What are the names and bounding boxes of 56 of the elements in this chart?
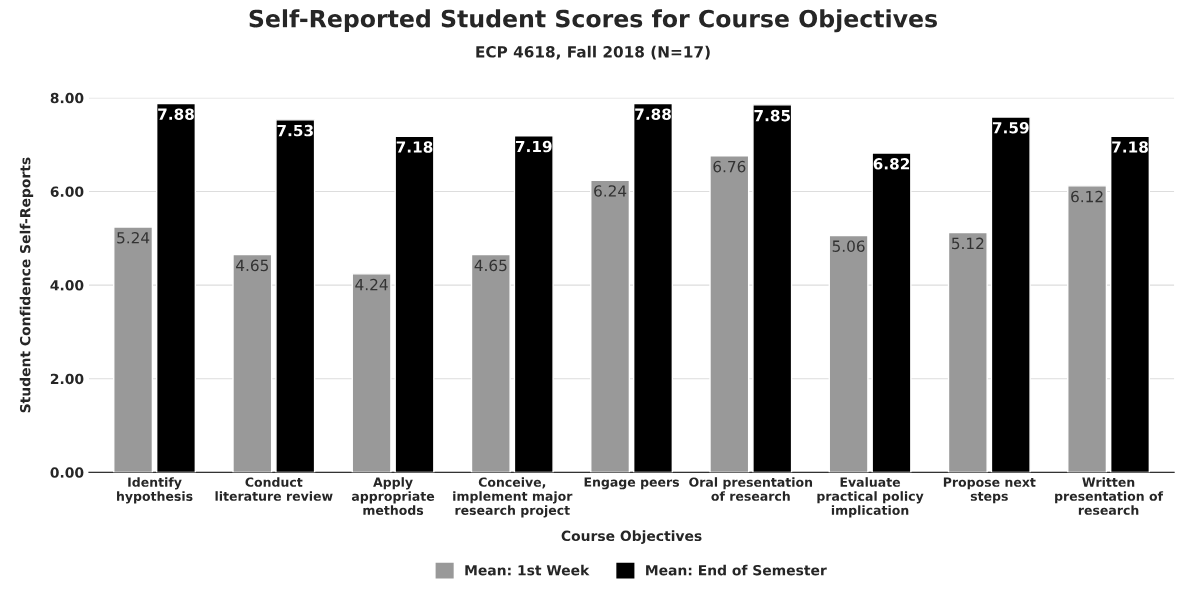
- legend-label: Mean: 1st Week: [465, 564, 590, 576]
- x-tick-label: Apply appropriate methods: [351, 477, 435, 515]
- chart-subtitle: ECP 4618, Fall 2018 (N=17): [476, 45, 710, 60]
- bar: [590, 179, 631, 473]
- data-label: 6.12: [1071, 190, 1103, 203]
- x-tick-label: Written presentation of research: [1055, 477, 1164, 515]
- x-tick-label: Identify hypothesis: [117, 477, 193, 504]
- bar: [632, 102, 674, 473]
- data-label: 7.88: [635, 108, 671, 120]
- y-tick-label: 0.00: [50, 467, 84, 478]
- data-label: 6.76: [713, 160, 746, 173]
- bar: [470, 253, 511, 473]
- bar: [752, 104, 793, 473]
- data-label: 4.65: [236, 259, 268, 272]
- data-label: 7.19: [515, 140, 552, 153]
- y-axis-title: Student Confidence Self-Reports: [19, 157, 34, 413]
- bar: [513, 135, 554, 473]
- x-tick-label: Engage peers: [584, 477, 680, 490]
- data-label: 5.12: [952, 237, 984, 250]
- bar: [871, 152, 912, 473]
- data-label: 7.18: [396, 141, 433, 153]
- bar: [232, 253, 273, 473]
- bar: [1110, 135, 1151, 473]
- y-tick-label: 2.00: [50, 373, 84, 385]
- bar: [351, 273, 392, 473]
- y-tick-label: 8.00: [50, 92, 84, 104]
- data-label: 7.59: [992, 122, 1029, 134]
- x-tick-label: Propose next steps: [943, 477, 1036, 504]
- bar: [709, 155, 750, 473]
- x-tick-label: Oral presentation of research: [689, 477, 813, 501]
- data-label: 7.18: [1112, 141, 1148, 153]
- data-label: 7.53: [277, 124, 313, 137]
- bar: [113, 226, 154, 473]
- bar: [394, 135, 435, 473]
- data-label: 7.88: [158, 108, 194, 120]
- data-label: 6.82: [873, 158, 910, 170]
- data-label: 5.06: [832, 240, 865, 252]
- legend-label: Mean: End of Semester: [646, 564, 827, 576]
- bar: [155, 102, 197, 473]
- x-tick-label: Conduct literature review: [215, 477, 333, 501]
- chart-title: Self-Reported Student Scores for Course Objectives: [249, 9, 937, 33]
- data-label: 4.24: [355, 278, 388, 291]
- x-tick-label: Evaluate practical policy implication: [817, 477, 924, 518]
- bar: [1067, 185, 1108, 473]
- bar: [275, 119, 316, 473]
- data-label: 7.85: [754, 109, 791, 122]
- bar: [947, 231, 988, 473]
- bar: [990, 116, 1031, 473]
- x-tick-label: Conceive, implement major research project: [453, 477, 573, 518]
- data-label: 4.65: [474, 259, 507, 272]
- data-label: 5.24: [117, 231, 150, 244]
- x-axis-title: Course Objectives: [561, 530, 702, 544]
- bar: [828, 234, 869, 473]
- y-tick-label: 4.00: [50, 280, 84, 291]
- data-label: 6.24: [594, 185, 627, 197]
- y-tick-label: 6.00: [50, 186, 84, 197]
